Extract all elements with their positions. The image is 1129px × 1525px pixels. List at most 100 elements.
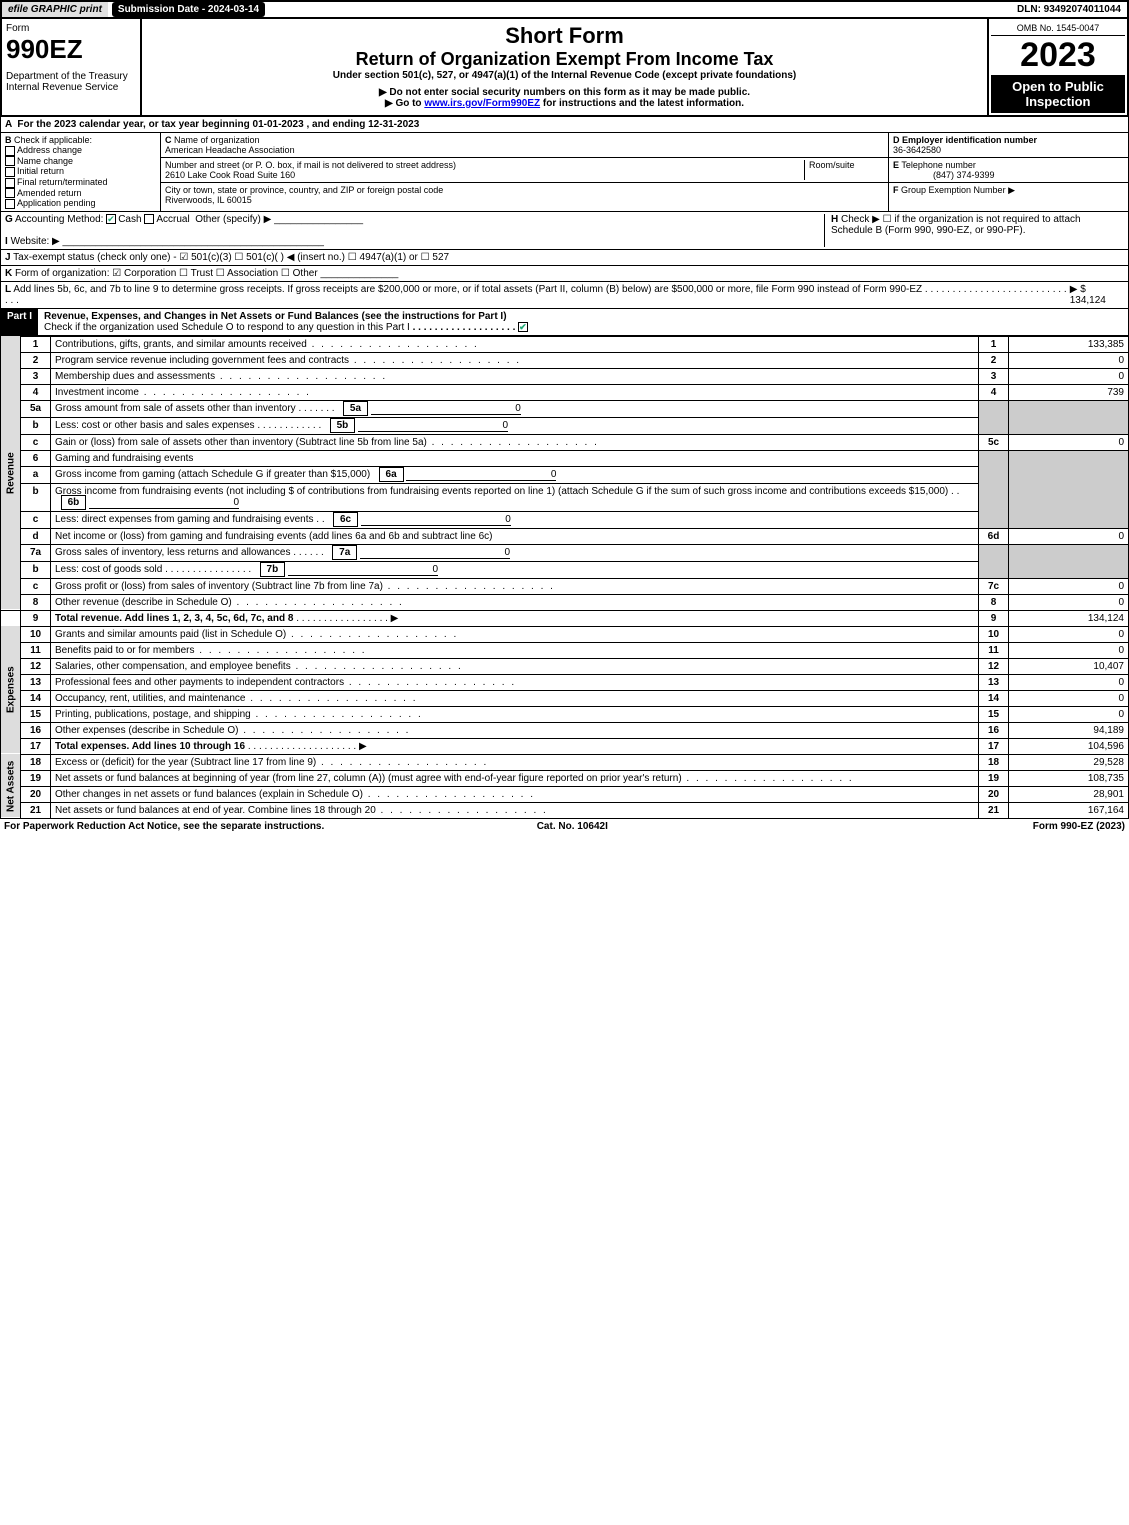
opt-final: Final return/terminated: [17, 177, 108, 187]
line12-num: 12: [979, 658, 1009, 674]
line6b-sl: 6b: [68, 497, 80, 508]
l-value: ▶ $ 134,124: [1070, 284, 1124, 306]
subtitle-3: Go to www.irs.gov/Form990EZ for instruct…: [146, 98, 983, 109]
submission-date: Submission Date - 2024-03-14: [112, 2, 265, 17]
form-word: Form: [6, 23, 136, 34]
line9-val: 134,124: [1009, 610, 1129, 626]
cb-final[interactable]: [5, 178, 15, 188]
g-cash: Cash: [118, 214, 141, 225]
line16-val: 94,189: [1009, 722, 1129, 738]
line13-text: Professional fees and other payments to …: [51, 674, 979, 690]
line6-text: Gaming and fundraising events: [51, 450, 979, 466]
e-label: Telephone number: [901, 160, 976, 170]
header-left: Form 990EZ Department of the Treasury In…: [2, 19, 142, 115]
part1-title: Revenue, Expenses, and Changes in Net As…: [38, 309, 1128, 335]
cb-cash[interactable]: [106, 214, 116, 224]
line5a-text: Gross amount from sale of assets other t…: [55, 403, 296, 414]
footer-right: Form 990-EZ (2023): [1033, 821, 1125, 832]
part1-table: Revenue 1Contributions, gifts, grants, a…: [0, 336, 1129, 819]
header-center: Short Form Return of Organization Exempt…: [142, 19, 987, 115]
dln: DLN: 93492074011044: [1011, 2, 1127, 17]
footer-cat: Cat. No. 10642I: [537, 821, 608, 832]
cb-pending[interactable]: [5, 199, 15, 209]
form-header: Form 990EZ Department of the Treasury In…: [0, 19, 1129, 117]
cb-amended[interactable]: [5, 188, 15, 198]
net-assets-label: Net Assets: [1, 754, 21, 818]
line7c-num: 7c: [979, 578, 1009, 594]
line13-num: 13: [979, 674, 1009, 690]
f-arrow: ▶: [1008, 185, 1015, 195]
addr-label: Number and street (or P. O. box, if mail…: [165, 160, 456, 170]
opt-name: Name change: [17, 156, 73, 166]
irs-link[interactable]: www.irs.gov/Form990EZ: [424, 98, 540, 109]
line9-text: Total revenue. Add lines 1, 2, 3, 4, 5c,…: [55, 613, 293, 624]
line11-text: Benefits paid to or for members: [51, 642, 979, 658]
line21-val: 167,164: [1009, 802, 1129, 818]
line-gh: G Accounting Method: Cash Accrual Other …: [0, 212, 1129, 250]
line12-val: 10,407: [1009, 658, 1129, 674]
line5b-sv: 0: [358, 420, 508, 432]
city-label: City or town, state or province, country…: [165, 185, 443, 195]
line15-val: 0: [1009, 706, 1129, 722]
ein: 36-3642580: [893, 145, 941, 155]
revenue-label: Revenue: [1, 336, 21, 610]
line18-num: 18: [979, 754, 1009, 770]
line18-val: 29,528: [1009, 754, 1129, 770]
line5c-num: 5c: [979, 434, 1009, 450]
expenses-label: Expenses: [1, 626, 21, 754]
line15-num: 15: [979, 706, 1009, 722]
c-label: Name of organization: [174, 135, 260, 145]
line5c-text: Gain or (loss) from sale of assets other…: [51, 434, 979, 450]
info-grid: B Check if applicable: Address change Na…: [0, 133, 1129, 212]
opt-initial: Initial return: [17, 166, 64, 176]
org-address: 2610 Lake Cook Road Suite 160: [165, 170, 295, 180]
org-city: Riverwoods, IL 60015: [165, 195, 252, 205]
line4-num: 4: [979, 384, 1009, 400]
line6c-sv: 0: [361, 514, 511, 526]
line1-val: 133,385: [1009, 336, 1129, 352]
phone: (847) 374-9399: [893, 170, 995, 180]
line-k: K Form of organization: ☑ Corporation ☐ …: [0, 266, 1129, 282]
line4-text: Investment income: [51, 384, 979, 400]
title-return: Return of Organization Exempt From Incom…: [146, 49, 983, 70]
line7c-text: Gross profit or (loss) from sales of inv…: [51, 578, 979, 594]
cb-accrual[interactable]: [144, 214, 154, 224]
cb-schedule-o[interactable]: [518, 322, 528, 332]
line16-num: 16: [979, 722, 1009, 738]
line8-num: 8: [979, 594, 1009, 610]
sub3-pre: Go to: [395, 98, 424, 109]
l-text: Add lines 5b, 6c, and 7b to line 9 to de…: [13, 284, 922, 295]
j-text: Tax-exempt status (check only one) - ☑ 5…: [13, 252, 449, 263]
line16-text: Other expenses (describe in Schedule O): [51, 722, 979, 738]
line3-text: Membership dues and assessments: [51, 368, 979, 384]
form-number: 990EZ: [6, 34, 136, 65]
line7a-text: Gross sales of inventory, less returns a…: [55, 547, 290, 558]
section-c: C Name of organizationAmerican Headache …: [161, 133, 888, 211]
line5b-text: Less: cost or other basis and sales expe…: [55, 420, 255, 431]
top-bar: efile GRAPHIC print Submission Date - 20…: [0, 0, 1129, 19]
line20-val: 28,901: [1009, 786, 1129, 802]
line13-val: 0: [1009, 674, 1129, 690]
line3-num: 3: [979, 368, 1009, 384]
line10-val: 0: [1009, 626, 1129, 642]
line5c-val: 0: [1009, 434, 1129, 450]
cb-name-change[interactable]: [5, 156, 15, 166]
line12-text: Salaries, other compensation, and employ…: [51, 658, 979, 674]
line17-val: 104,596: [1009, 738, 1129, 754]
line6d-num: 6d: [979, 528, 1009, 544]
line9-num: 9: [979, 610, 1009, 626]
line5b-sl: 5b: [337, 420, 349, 431]
line6c-sl: 6c: [340, 514, 351, 525]
cb-initial[interactable]: [5, 167, 15, 177]
line21-num: 21: [979, 802, 1009, 818]
line20-text: Other changes in net assets or fund bala…: [51, 786, 979, 802]
opt-pending: Application pending: [17, 198, 96, 208]
line4-val: 739: [1009, 384, 1129, 400]
i-website: Website: ▶: [11, 236, 60, 247]
k-text: Form of organization: ☑ Corporation ☐ Tr…: [15, 268, 318, 279]
cb-address-change[interactable]: [5, 146, 15, 156]
line14-num: 14: [979, 690, 1009, 706]
line-a: A For the 2023 calendar year, or tax yea…: [0, 117, 1129, 133]
line11-num: 11: [979, 642, 1009, 658]
line-a-text: For the 2023 calendar year, or tax year …: [17, 119, 419, 130]
